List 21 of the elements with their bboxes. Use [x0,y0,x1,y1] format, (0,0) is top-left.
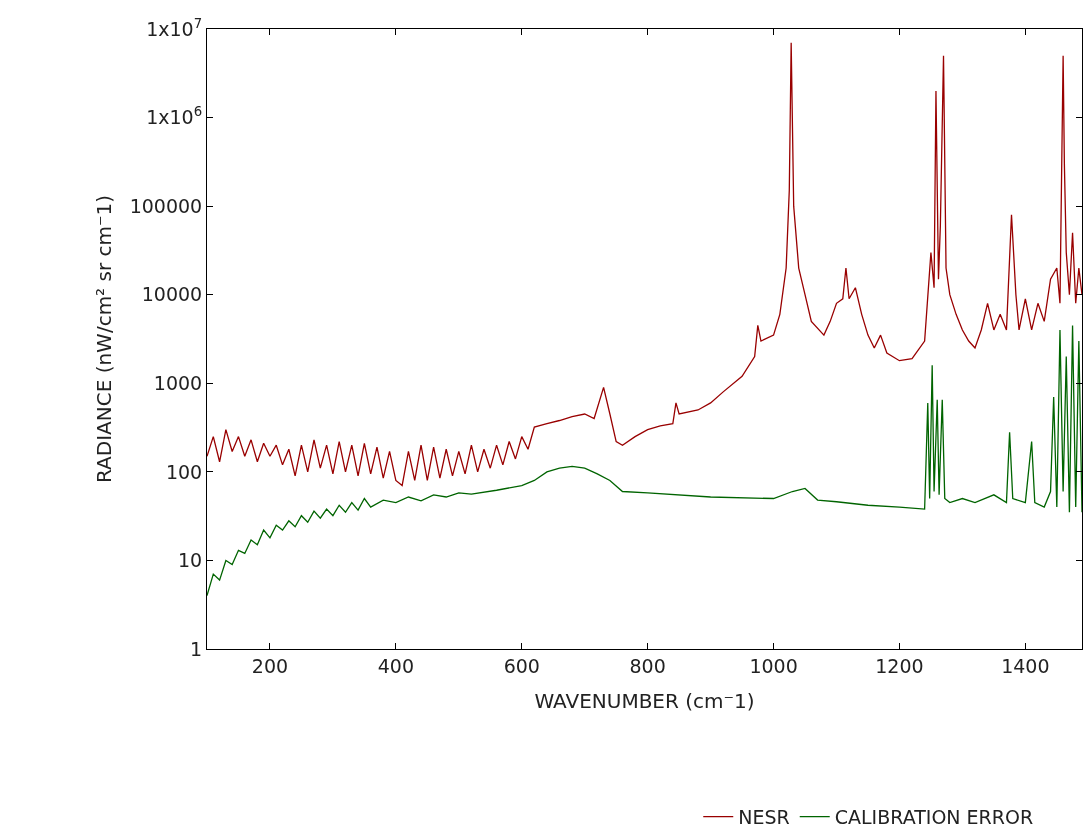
x-tick-label: 400 [377,654,414,677]
line-series [207,42,1082,487]
y-tick-label: 100000 [129,194,203,217]
x-axis-title: WAVENUMBER (cm⁻1) [534,689,755,714]
y-tick-label: 10000 [141,283,203,306]
y-tick-label: 1 [190,637,203,660]
y-tick-label: 10 [178,549,203,572]
legend-label: CALIBRATION ERROR [834,806,1034,829]
y-axis-title: RADIANCE (nW/cm² sr cm⁻1) [92,194,117,484]
x-tick-label: 1400 [1001,654,1050,677]
x-tick-label: 1200 [875,654,924,677]
legend-label: NESR [738,806,790,829]
y-tick-label: 1000 [153,371,203,394]
x-tick-label: 200 [251,654,289,677]
x-tick-label: 1000 [749,654,798,677]
x-tick-label: 800 [629,654,666,677]
x-tick-label: 600 [503,654,540,677]
y-tick-label: 100 [165,460,203,483]
y-tick-label: 1x10$^{6}$ [146,104,203,129]
y-tick-label: 1x10$^{7}$ [146,15,203,40]
line-series [207,324,1082,597]
